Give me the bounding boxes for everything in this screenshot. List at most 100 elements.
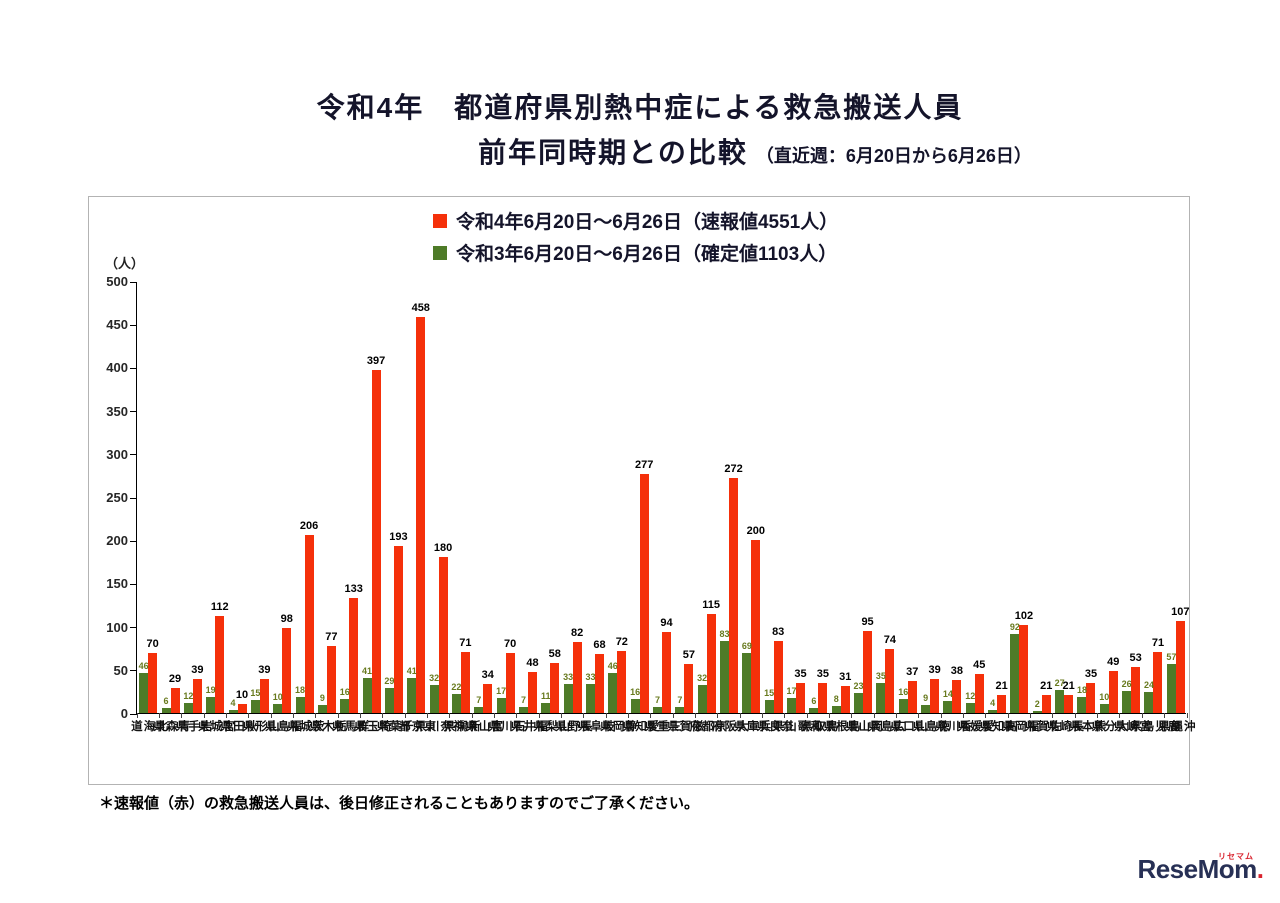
bar-green (1122, 691, 1132, 713)
bar-value-green: 15 (250, 688, 261, 698)
y-tick-label: 450 (106, 317, 128, 333)
x-category-label: 福岡県 (1001, 720, 1039, 733)
x-category-label: 京都府 (688, 720, 726, 733)
bar-green (474, 707, 484, 713)
bar-value-green: 16 (898, 687, 909, 697)
x-tick-mark (1097, 713, 1099, 718)
legend-swatch-red (433, 213, 447, 228)
bar-value-green: 35 (875, 671, 886, 681)
x-tick-mark (560, 713, 562, 718)
bar-green (831, 706, 841, 713)
x-tick-mark (493, 713, 495, 718)
bar-value-red: 77 (325, 631, 338, 643)
bar-green (518, 707, 528, 713)
bar-value-red: 94 (660, 617, 673, 629)
bar-value-red: 35 (794, 668, 807, 680)
bar-red (1175, 621, 1185, 713)
x-category-label: 宮城県 (196, 720, 235, 733)
bar-value-red: 45 (973, 659, 986, 671)
x-tick-mark (1074, 713, 1076, 718)
x-tick-mark (1030, 713, 1032, 718)
bar-red (1041, 695, 1051, 713)
bar-green (563, 684, 573, 713)
y-tick-mark (130, 281, 137, 283)
x-tick-mark (896, 713, 898, 718)
bar-value-green: 9 (319, 693, 325, 703)
bar-red (840, 686, 850, 713)
bar-value-red: 35 (816, 668, 829, 680)
bar-value-red: 71 (459, 637, 472, 649)
x-tick-mark (136, 713, 138, 718)
bar-value-red: 49 (1107, 656, 1120, 668)
bar-value-green: 14 (942, 689, 953, 699)
x-category-label: 島根県 (822, 720, 860, 733)
x-tick-mark (181, 713, 183, 718)
y-tick-mark (130, 454, 137, 456)
x-category-label: 広島県 (867, 720, 905, 733)
bar-value-green: 83 (719, 629, 730, 639)
bar-green (228, 710, 238, 713)
plot-area: 0 50 100 150 200 250 300 350 400 450 500 46 70 北海道 6 29… (106, 274, 1194, 733)
x-tick-mark (449, 713, 451, 718)
bar-value-green: 17 (786, 686, 797, 696)
bar-value-green: 7 (476, 695, 482, 705)
bar-value-red: 57 (682, 649, 695, 661)
bar-red (416, 317, 426, 713)
x-category-label: 埼玉県 (353, 720, 391, 733)
bar-green (1144, 692, 1154, 713)
bar-value-red: 31 (839, 671, 852, 683)
bar-value-red: 39 (191, 664, 204, 676)
bar-red (930, 679, 940, 713)
y-axis-unit-label: （人） (105, 256, 145, 271)
x-category-label: 三重県 (643, 720, 681, 733)
y-tick-label: 350 (106, 403, 128, 419)
bar-value-red: 133 (344, 583, 363, 595)
x-category-label: 長崎県 (1045, 720, 1084, 733)
bar-green (407, 678, 417, 713)
bar-red (639, 474, 649, 713)
x-category-label: 高知県 (978, 720, 1017, 733)
bar-red (818, 683, 828, 713)
x-tick-mark (538, 713, 540, 718)
legend-swatch-green (433, 245, 447, 260)
y-tick-label: 100 (106, 619, 128, 635)
bar-green (183, 703, 193, 713)
y-tick-label: 200 (106, 533, 128, 549)
y-tick-label: 0 (120, 706, 128, 721)
x-tick-mark (873, 713, 875, 718)
bar-green (429, 685, 439, 713)
legend-label-reiwa3: 令和3年6月20日～6月26日（確定値1103人） (456, 244, 838, 265)
bar-value-green: 7 (677, 695, 683, 705)
x-tick-mark (426, 713, 428, 718)
bar-value-green: 69 (741, 641, 752, 651)
bar-value-red: 70 (503, 638, 517, 650)
x-tick-mark (1052, 713, 1054, 718)
bar-value-green: 2 (1034, 699, 1040, 709)
bar-green (1010, 634, 1020, 713)
bar-value-red: 68 (593, 639, 606, 651)
bar-value-green: 29 (384, 676, 395, 686)
x-tick-mark (672, 713, 674, 718)
logo-dot: . (1256, 854, 1264, 884)
footnote: ＊速報値（赤）の救急搬送人員は、後日修正されることもありますのでご了承ください。 (99, 795, 700, 812)
bar-red (282, 628, 292, 713)
bar-red (527, 672, 537, 713)
bar-red (751, 540, 761, 713)
bar-value-green: 12 (965, 691, 976, 701)
bar-value-red: 272 (724, 463, 743, 475)
logo-ruby: リセマム (1218, 852, 1254, 861)
bar-value-green: 18 (1076, 685, 1087, 695)
bar-value-red: 98 (280, 613, 293, 625)
x-category-label: 静岡県 (598, 720, 637, 733)
bar-value-red: 458 (411, 302, 430, 314)
bar-red (148, 653, 158, 713)
x-tick-mark (717, 713, 719, 718)
y-tick-mark (130, 713, 137, 715)
bar-value-green: 92 (1009, 622, 1020, 632)
bar-red (483, 684, 493, 713)
x-category-label: 福島県 (263, 720, 302, 733)
logo-text: ReseMom (1137, 854, 1257, 884)
x-tick-mark (650, 713, 652, 718)
bar-value-red: 71 (1151, 637, 1165, 649)
bar-green (921, 705, 931, 713)
